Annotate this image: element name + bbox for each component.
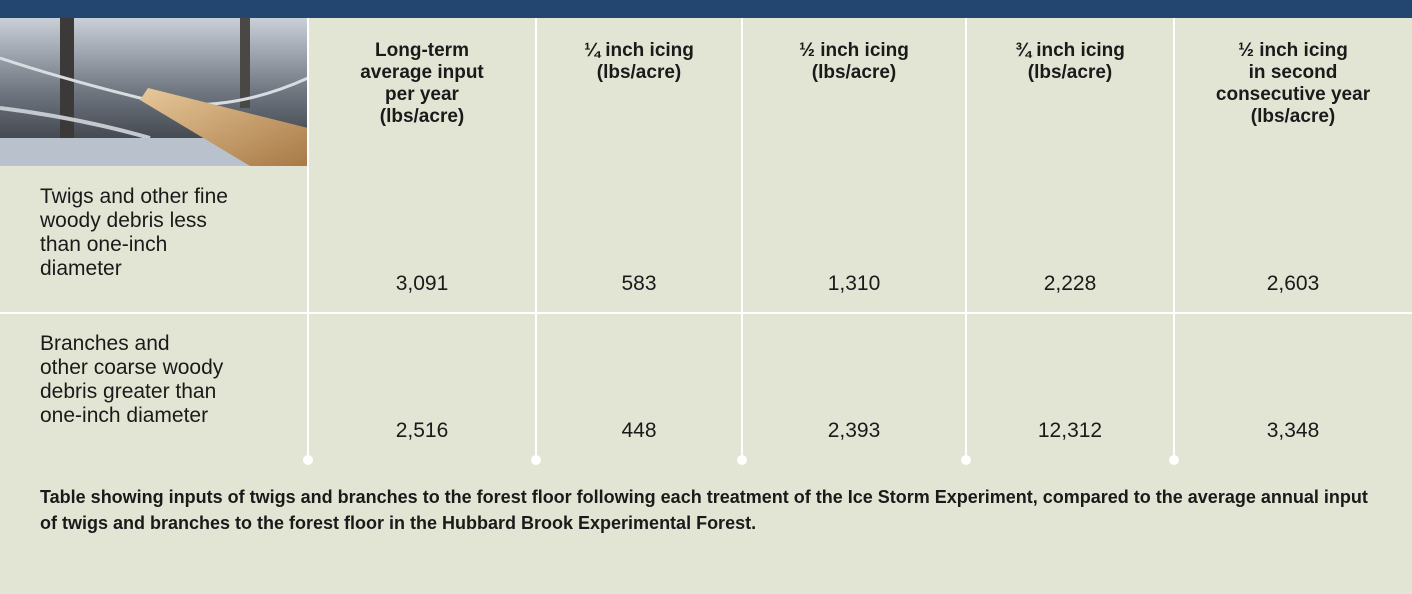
column-header: ½ inch icing (lbs/acre) <box>742 40 966 84</box>
column-divider <box>307 18 309 460</box>
column-header: ¾ inch icing (lbs/acre) <box>966 40 1174 84</box>
column-header: ½ inch icing in second consecutive year … <box>1174 40 1412 128</box>
cell-value: 583 <box>536 272 742 296</box>
row-label: Branches and other coarse woody debris g… <box>40 332 223 428</box>
divider-dot <box>1169 455 1179 465</box>
row-divider <box>0 312 1412 314</box>
column-divider <box>1173 18 1175 460</box>
column-divider <box>965 18 967 460</box>
cell-value: 2,393 <box>742 419 966 443</box>
cell-value: 448 <box>536 419 742 443</box>
column-divider <box>535 18 537 460</box>
cell-value: 2,603 <box>1174 272 1412 296</box>
column-header: ¼ inch icing (lbs/acre) <box>536 40 742 84</box>
column-divider <box>741 18 743 460</box>
cell-value: 3,091 <box>308 272 536 296</box>
column-header: Long-term average input per year (lbs/ac… <box>308 40 536 128</box>
page: Table showing inputs of twigs and branch… <box>0 0 1412 594</box>
row-label: Twigs and other fine woody debris less t… <box>40 185 228 281</box>
photo <box>0 18 308 166</box>
divider-dot <box>961 455 971 465</box>
caption: Table showing inputs of twigs and branch… <box>40 484 1380 536</box>
cell-value: 2,516 <box>308 419 536 443</box>
cell-value: 3,348 <box>1174 419 1412 443</box>
divider-dot <box>737 455 747 465</box>
divider-dot <box>303 455 313 465</box>
cell-value: 2,228 <box>966 272 1174 296</box>
cell-value: 12,312 <box>966 419 1174 443</box>
divider-dot <box>531 455 541 465</box>
cell-value: 1,310 <box>742 272 966 296</box>
top-bar <box>0 0 1412 18</box>
